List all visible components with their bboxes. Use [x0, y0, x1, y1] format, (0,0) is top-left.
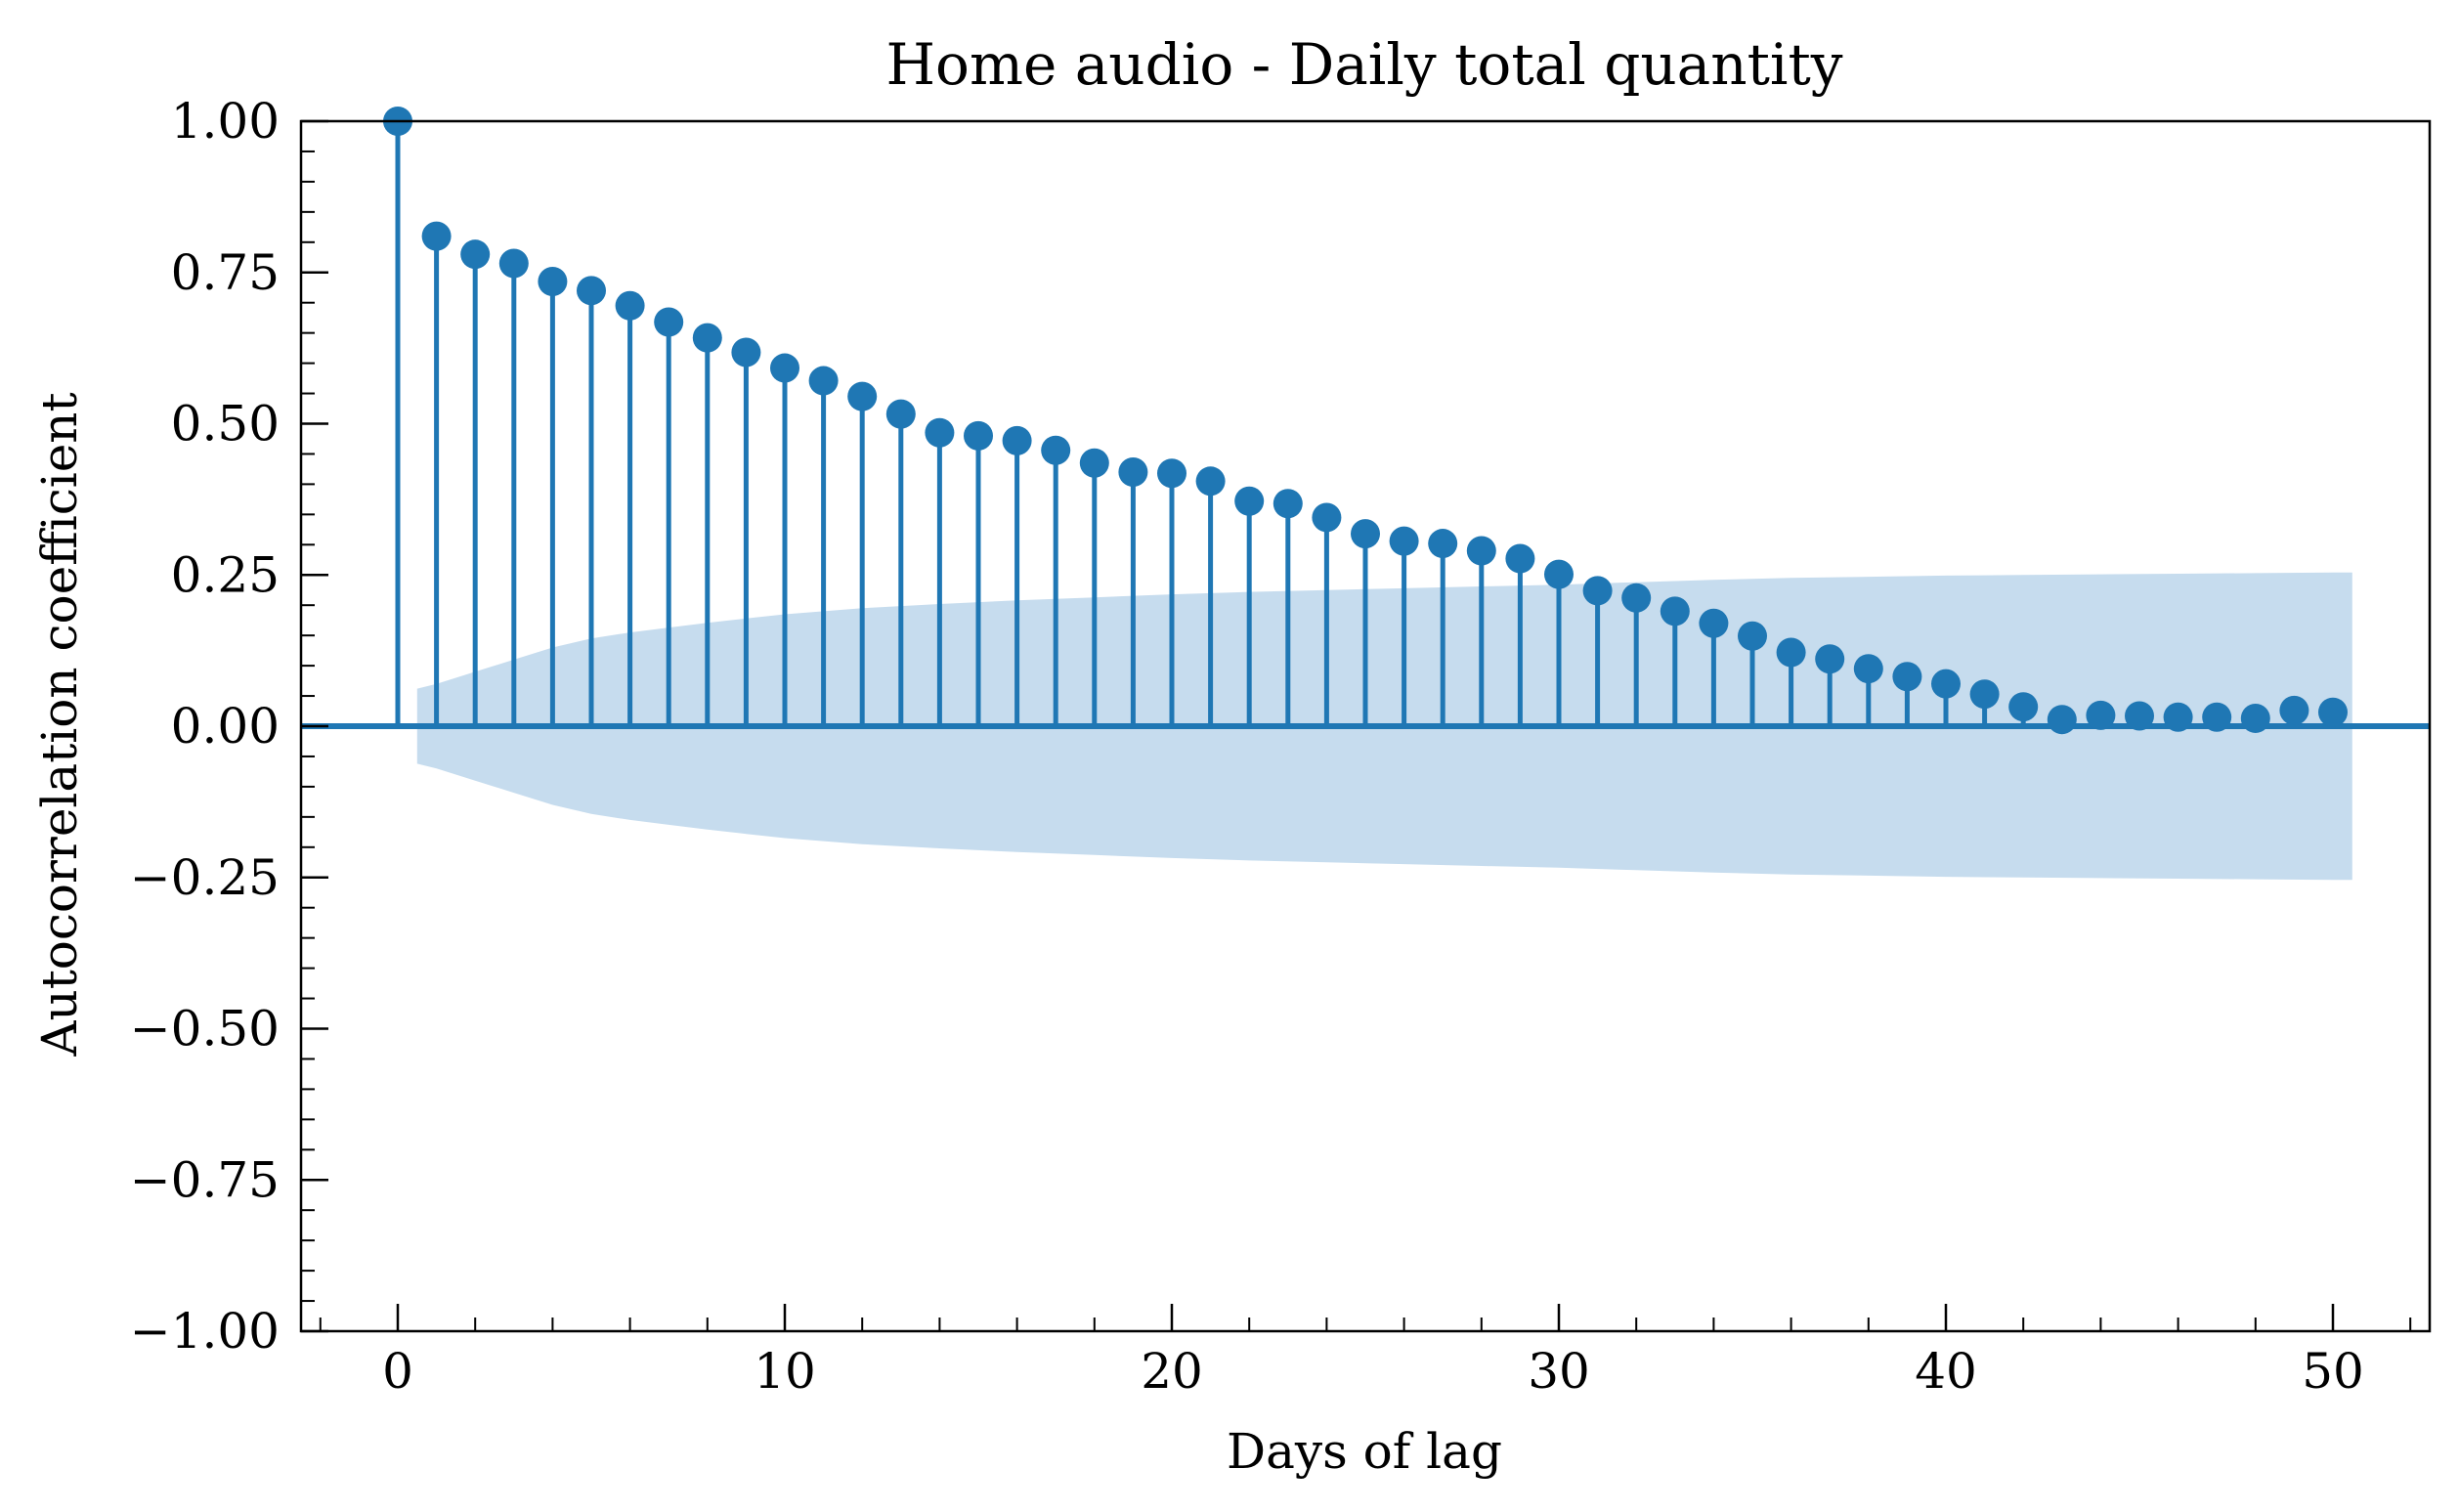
data-point — [1699, 608, 1729, 638]
data-point — [1351, 519, 1380, 549]
y-tick-label: 0.50 — [171, 396, 280, 453]
data-point — [421, 221, 452, 251]
y-tick-label: 1.00 — [171, 93, 280, 150]
x-axis-label: Days of lag — [1227, 1423, 1502, 1480]
y-axis-label: Autocorrelation coefficient — [31, 392, 88, 1057]
data-point — [1428, 529, 1458, 559]
data-point — [808, 366, 839, 396]
data-point — [1853, 654, 1883, 684]
data-point — [1544, 559, 1574, 589]
data-point — [1041, 435, 1071, 465]
data-point — [654, 307, 684, 337]
data-point — [731, 337, 761, 367]
data-point — [1815, 644, 1845, 674]
data-point — [498, 248, 529, 279]
data-point — [1969, 679, 2000, 710]
data-point — [1079, 448, 1109, 478]
data-point — [692, 323, 722, 353]
y-tick-label: 0.00 — [171, 698, 280, 755]
data-point — [2047, 705, 2077, 735]
data-point — [1738, 621, 1767, 651]
data-point — [925, 417, 955, 448]
y-tick-label: −0.50 — [130, 1001, 280, 1058]
x-tick-label: 50 — [2302, 1343, 2364, 1400]
data-point — [1892, 662, 1922, 692]
data-point — [2008, 692, 2039, 722]
data-point — [1389, 526, 1419, 556]
y-tick-label: −0.25 — [130, 849, 280, 906]
data-point — [1621, 583, 1652, 613]
y-tick-label: −0.75 — [130, 1151, 280, 1208]
data-point — [2279, 695, 2309, 725]
data-point — [2163, 702, 2193, 732]
data-point — [577, 276, 606, 306]
data-point — [964, 420, 993, 451]
data-point — [1931, 669, 1961, 699]
data-point — [2240, 703, 2270, 733]
data-point — [1660, 596, 1690, 626]
data-point — [2318, 697, 2348, 727]
data-point — [460, 239, 491, 270]
data-point — [1234, 486, 1265, 516]
y-tick-label: −1.00 — [130, 1303, 280, 1360]
data-point — [1582, 576, 1613, 606]
data-point — [2125, 701, 2154, 731]
data-point — [615, 290, 645, 321]
x-tick-label: 0 — [382, 1343, 413, 1400]
x-tick-label: 20 — [1141, 1343, 1203, 1400]
chart-title: Home audio - Daily total quantity — [885, 31, 1842, 98]
data-point — [1505, 543, 1535, 574]
data-point — [1312, 502, 1342, 533]
data-point — [538, 267, 568, 297]
data-point — [1157, 458, 1186, 489]
data-point — [2086, 700, 2116, 730]
data-point — [1118, 457, 1148, 488]
data-point — [1195, 466, 1226, 497]
x-tick-label: 10 — [754, 1343, 816, 1400]
y-tick-label: 0.25 — [171, 546, 280, 603]
x-tick-label: 30 — [1528, 1343, 1590, 1400]
axes-layer: 0 10 20 30 40 50 −1.00 −0.75 −0.50 −0.25 0.00 0.25 0… — [130, 93, 2432, 1400]
data-point — [847, 381, 878, 411]
stem-layer — [301, 107, 2430, 735]
data-point — [885, 399, 916, 429]
data-point — [1776, 637, 1806, 668]
data-point — [1466, 536, 1496, 566]
data-point — [1273, 489, 1303, 519]
data-point — [2202, 702, 2232, 732]
y-tick-label: 0.75 — [171, 244, 280, 301]
x-tick-label: 40 — [1915, 1343, 1977, 1400]
data-point — [770, 353, 799, 383]
data-point — [1002, 425, 1032, 455]
